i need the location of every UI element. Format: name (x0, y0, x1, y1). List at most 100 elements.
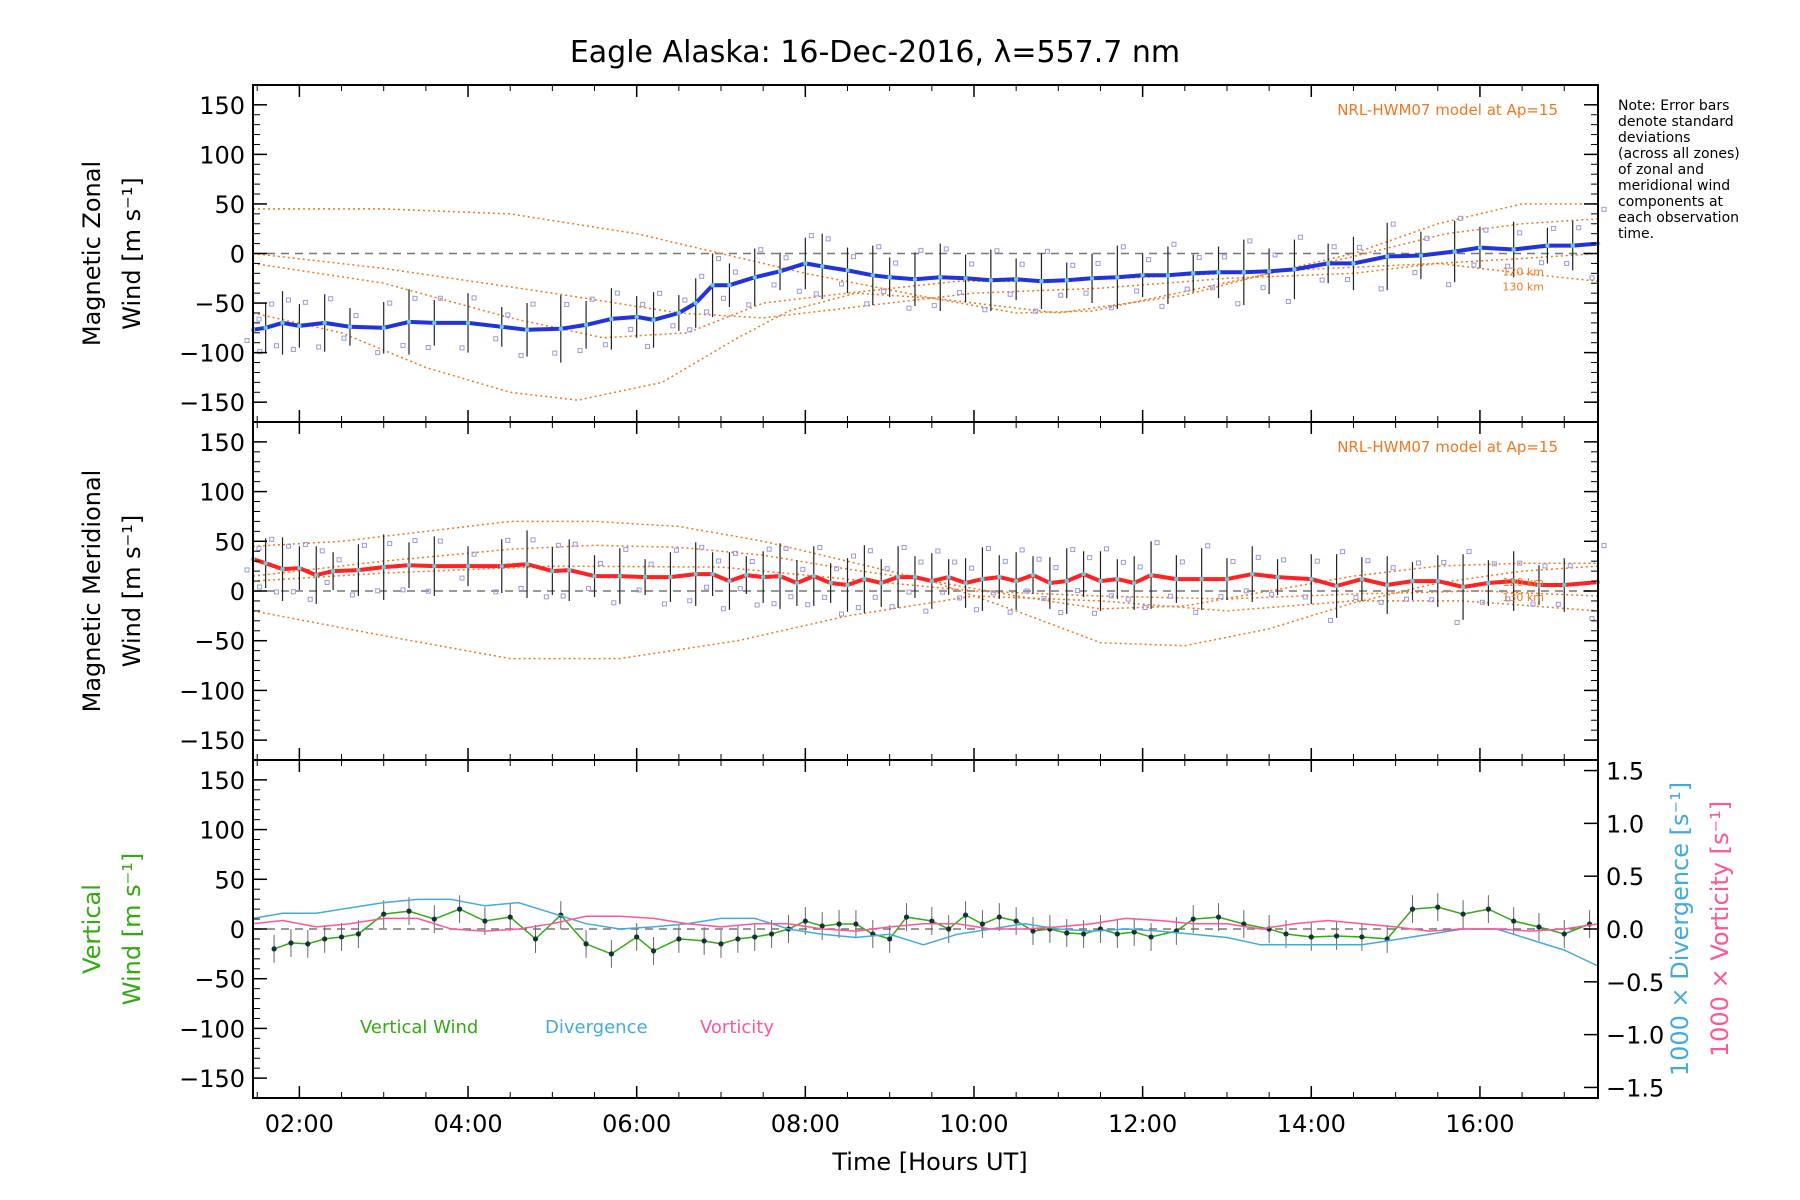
data-point (432, 320, 437, 326)
data-point (456, 906, 463, 912)
sample-marker (990, 590, 996, 596)
data-point (271, 946, 277, 952)
zonal-wind-line (252, 241, 1599, 332)
sample-marker (1454, 619, 1460, 625)
sample-marker (1179, 559, 1185, 565)
sample-marker (673, 547, 679, 553)
meridional-wind-line (252, 557, 1599, 589)
y2-tick-label: −1.5 (1606, 1074, 1664, 1102)
data-point (1359, 934, 1365, 940)
sample-marker (640, 301, 646, 307)
sample-marker (286, 543, 292, 549)
sample-marker (822, 594, 828, 600)
x-axis-tick-labels: 02:00 04:00 06:00 08:00 10:00 12:00 14:00 16:00 (265, 1110, 1515, 1138)
sample-marker (1193, 609, 1199, 615)
sample-marker (1272, 252, 1278, 258)
sample-marker (825, 236, 831, 242)
data-point (727, 283, 732, 288)
data-point (1174, 576, 1179, 582)
data-point (1292, 267, 1297, 272)
note-line: (across all zones) (1618, 146, 1740, 162)
data-point (777, 269, 783, 274)
sample-marker (1281, 557, 1287, 563)
sample-marker (286, 297, 292, 303)
sample-marker (1517, 230, 1523, 236)
sample-marker (336, 557, 342, 563)
data-point (997, 574, 1002, 580)
sample-marker (935, 548, 941, 554)
sample-marker (349, 592, 355, 598)
data-point (693, 300, 698, 306)
data-point (1250, 571, 1255, 577)
data-point (903, 914, 910, 920)
data-point (811, 573, 816, 579)
data-point (558, 326, 563, 332)
data-point (1384, 254, 1390, 259)
sample-marker (1302, 594, 1308, 600)
sample-marker (876, 244, 882, 250)
sample-marker (577, 348, 583, 354)
sample-marker (269, 301, 275, 307)
sample-marker (661, 601, 667, 607)
data-point (802, 918, 808, 924)
sample-marker (754, 602, 760, 608)
sample-marker (437, 295, 443, 301)
sample-marker (940, 589, 946, 595)
sample-marker (788, 594, 794, 600)
data-point (280, 320, 285, 326)
y-tick-label: 100 (199, 817, 245, 845)
sample-marker (645, 344, 651, 350)
sample-marker (361, 542, 367, 548)
data-point (1359, 576, 1365, 582)
sample-marker (766, 546, 772, 552)
sample-marker (302, 542, 308, 548)
data-point (988, 278, 994, 283)
sample-marker (1589, 616, 1595, 622)
data-point (1131, 929, 1137, 935)
data-point (1199, 576, 1204, 582)
sample-marker (872, 594, 878, 600)
data-point (963, 276, 968, 281)
y2-tick-label: 0.5 (1606, 863, 1644, 891)
y-tick-label: 0 (230, 241, 245, 269)
data-point (1224, 576, 1230, 582)
sample-marker (889, 604, 895, 610)
data-point (1477, 245, 1483, 250)
sample-marker (783, 546, 789, 552)
sample-marker (1184, 286, 1190, 292)
sample-marker (1589, 275, 1595, 281)
y-axis-label: Magnetic Zonal (78, 161, 106, 346)
data-point (845, 268, 850, 273)
sample-marker (530, 537, 536, 543)
y-tick-label: −100 (179, 1015, 245, 1043)
sample-marker (1517, 560, 1523, 566)
data-point (550, 568, 555, 574)
data-point (583, 941, 589, 947)
data-point (314, 572, 319, 578)
sample-marker (1230, 559, 1236, 565)
data-point (1148, 572, 1154, 578)
sample-marker (1471, 262, 1477, 268)
data-point (406, 319, 412, 325)
sample-marker (1125, 596, 1131, 602)
sample-marker (884, 566, 890, 572)
y-tick-label: −150 (179, 1065, 245, 1093)
sample-marker (1196, 255, 1202, 261)
data-point (870, 273, 875, 278)
sample-marker (834, 566, 840, 572)
data-point (1064, 930, 1070, 936)
data-point (760, 574, 766, 580)
data-point (1165, 273, 1171, 278)
x-tick-label: 12:00 (1108, 1110, 1177, 1138)
sample-marker (459, 575, 465, 581)
sample-marker (1446, 282, 1452, 288)
data-point (524, 327, 530, 333)
data-point (1325, 261, 1331, 266)
data-point (507, 914, 513, 920)
data-point (583, 322, 589, 328)
y-tick-label: −100 (179, 677, 245, 705)
sample-marker (749, 558, 755, 564)
sample-marker (1019, 261, 1025, 267)
sample-marker (518, 585, 524, 591)
sample-marker (1314, 558, 1320, 564)
